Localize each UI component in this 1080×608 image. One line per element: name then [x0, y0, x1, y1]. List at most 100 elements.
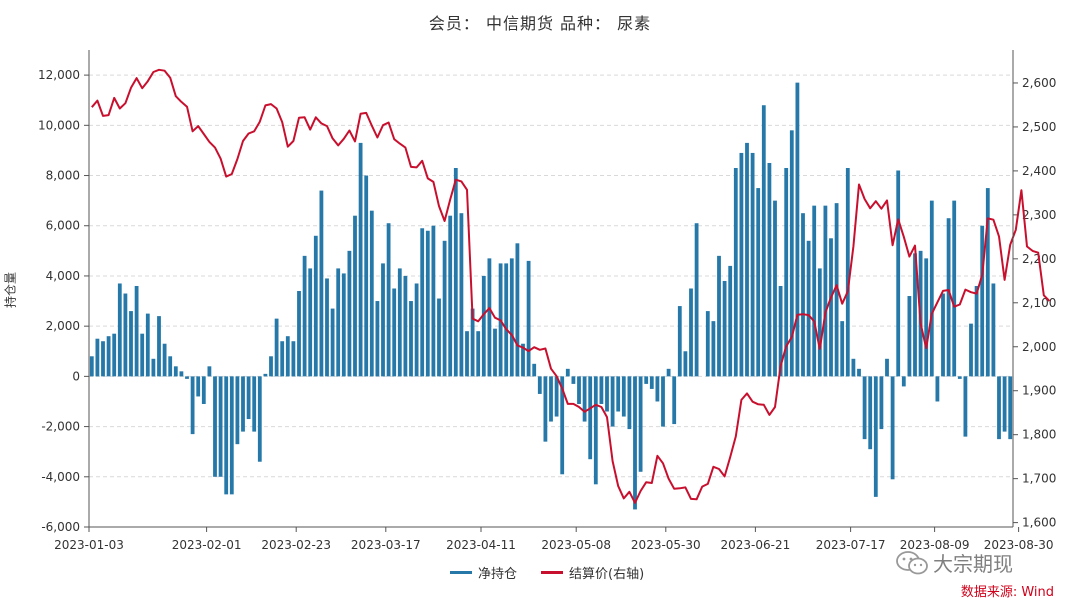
bar — [515, 243, 520, 377]
x-tick-label: 2023-08-09 — [900, 538, 970, 552]
bar — [229, 376, 234, 495]
chart-legend: 净持仓 结算价(右轴) — [450, 563, 644, 582]
x-tick-label: 2023-02-01 — [172, 538, 242, 552]
bar — [459, 213, 464, 377]
bar — [789, 130, 794, 377]
bar — [868, 376, 873, 450]
bar — [935, 376, 940, 402]
bar — [313, 235, 318, 377]
bar — [246, 376, 251, 420]
bar — [571, 376, 576, 384]
bar — [588, 376, 593, 460]
bar — [957, 376, 962, 379]
bar — [207, 366, 212, 377]
bar — [470, 308, 475, 377]
legend-item-line[interactable]: 结算价(右轴) — [541, 563, 644, 582]
y-right-tick-label: 2,400 — [1022, 164, 1056, 178]
bar — [778, 285, 783, 377]
legend-item-bars[interactable]: 净持仓 — [450, 563, 517, 582]
bar — [381, 263, 385, 377]
bar — [341, 273, 346, 377]
bar — [291, 341, 296, 377]
y-left-tick-label: 2,000 — [46, 319, 80, 333]
bar — [218, 376, 223, 477]
bar — [364, 175, 369, 377]
bar — [336, 268, 341, 377]
y-left-tick-label: 6,000 — [46, 219, 80, 233]
wechat-icon — [896, 550, 928, 574]
bar — [963, 376, 968, 437]
bar — [974, 285, 979, 377]
bar — [112, 333, 117, 377]
bar — [129, 311, 133, 377]
bar — [890, 376, 895, 480]
bar — [392, 288, 397, 377]
bar — [599, 376, 604, 404]
y-right-tick-label: 1,800 — [1022, 428, 1056, 442]
bar — [672, 376, 677, 425]
bar — [162, 343, 167, 377]
bar — [420, 228, 425, 377]
bar — [302, 255, 307, 377]
bar — [913, 253, 917, 377]
bar — [190, 376, 195, 435]
bar — [901, 376, 906, 387]
bar — [666, 368, 671, 377]
bar — [610, 376, 615, 427]
bar — [487, 258, 492, 377]
bar — [453, 167, 458, 377]
bar — [106, 336, 111, 377]
bar — [649, 376, 654, 389]
bar — [941, 293, 945, 377]
bar — [683, 351, 688, 377]
bar — [952, 200, 957, 377]
bar — [801, 213, 805, 377]
bar — [896, 170, 901, 377]
bar — [168, 356, 173, 377]
bar — [605, 376, 609, 412]
x-tick-label: 2023-05-08 — [541, 538, 611, 552]
x-tick-label: 2023-02-23 — [261, 538, 331, 552]
bar — [840, 321, 845, 377]
y-right-tick-label: 2,000 — [1022, 340, 1056, 354]
legend-swatch-line — [541, 571, 564, 574]
bar — [812, 205, 817, 377]
bar — [465, 331, 469, 377]
y-left-tick-label: 0 — [72, 369, 80, 383]
legend-label-bars: 净持仓 — [478, 567, 518, 582]
bar — [929, 200, 934, 377]
bar — [745, 142, 749, 377]
bar — [437, 298, 441, 377]
bar — [784, 167, 789, 377]
bar — [834, 203, 839, 377]
legend-label-line: 结算价(右轴) — [569, 567, 645, 582]
bar — [1008, 376, 1013, 440]
bar — [285, 336, 290, 377]
bar — [661, 376, 665, 427]
y-right-tick-label: 1,900 — [1022, 384, 1056, 398]
bar — [308, 268, 313, 377]
y-right-tick-label: 2,300 — [1022, 208, 1056, 222]
bar — [414, 283, 419, 377]
bar — [851, 358, 856, 377]
watermark-text: 大宗期现 — [933, 552, 1013, 576]
bar — [655, 376, 660, 402]
bar — [509, 258, 514, 377]
bar — [767, 162, 772, 377]
bar — [252, 376, 257, 432]
bar — [823, 205, 828, 377]
bar — [795, 82, 800, 377]
bar — [773, 200, 777, 377]
bar — [89, 356, 94, 377]
bar — [728, 265, 733, 377]
bar — [554, 376, 559, 417]
bar — [280, 341, 285, 377]
bar — [817, 268, 822, 377]
bar — [997, 376, 1001, 440]
bar — [369, 210, 374, 377]
legend-swatch-bar — [450, 571, 472, 574]
bar — [403, 275, 408, 377]
bar — [347, 250, 352, 377]
bar — [549, 376, 553, 422]
